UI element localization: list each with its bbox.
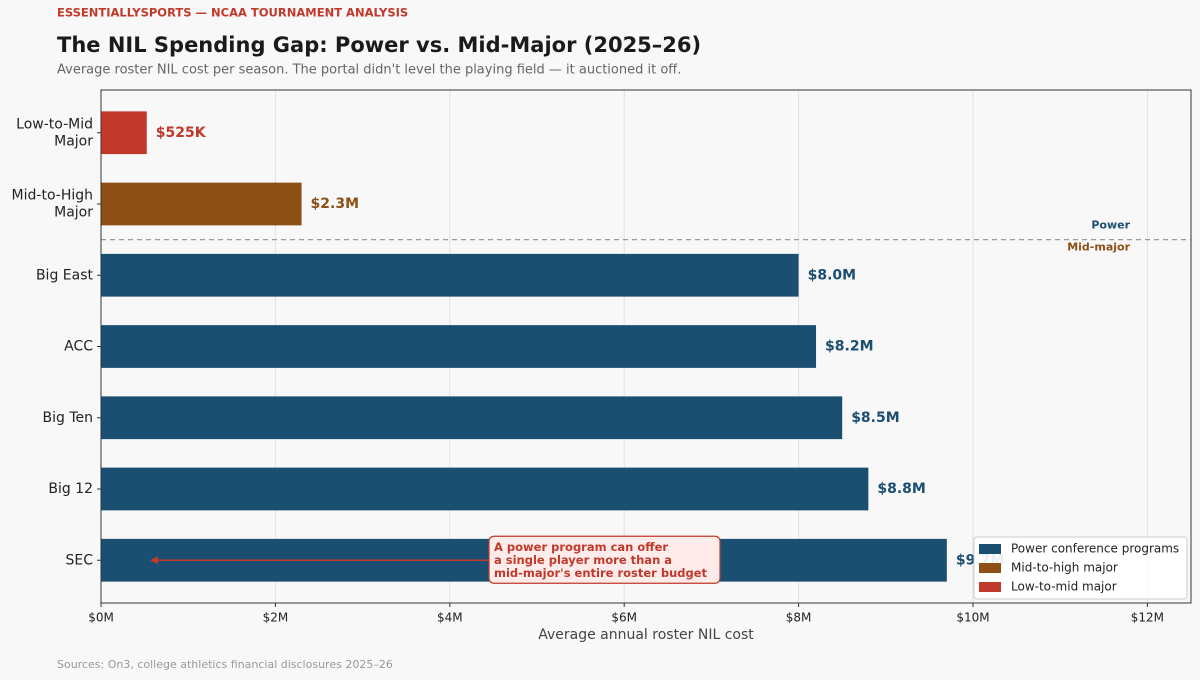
y-tick-label: Big 12	[48, 481, 93, 497]
label-line: SEC	[65, 552, 93, 568]
x-tick-label: $12M	[1131, 611, 1164, 625]
annotation-text: mid-major's entire roster budget	[494, 566, 708, 580]
label-line: Big Ten	[43, 410, 94, 426]
annotation-box	[488, 535, 721, 584]
kicker: ESSENTIALLYSPORTS — NCAA TOURNAMENT ANAL…	[57, 6, 408, 20]
x-tick-label: $4M	[437, 611, 463, 625]
y-tick-label: ACC	[64, 339, 93, 355]
label-line: Big 12	[48, 481, 93, 497]
plot-frame	[100, 89, 1192, 604]
label-line: Low-to-Mid	[16, 116, 93, 132]
x-tick-label: $2M	[263, 611, 289, 625]
value-label: $8.0M	[808, 267, 856, 283]
bar	[101, 111, 147, 155]
label-line: Major	[54, 205, 93, 221]
legend-label: Power conference programs	[1011, 542, 1179, 556]
legend-swatch	[979, 563, 1001, 573]
label-line: Big East	[36, 267, 94, 283]
bar	[101, 396, 843, 440]
legend-swatch	[979, 544, 1001, 554]
bar	[101, 467, 869, 511]
value-label: $8.2M	[825, 339, 873, 355]
x-tick-label: $10M	[956, 611, 989, 625]
source: Sources: On3, college athletics financia…	[57, 658, 393, 671]
chart-title: The NIL Spending Gap: Power vs. Mid-Majo…	[57, 33, 701, 57]
y-tick-label: Low-to-Mid Major	[16, 116, 93, 149]
y-tick-label: Mid-to-High Major	[12, 188, 94, 221]
label-line: Mid-to-High	[12, 188, 93, 204]
divider-label: Power	[1091, 219, 1130, 232]
y-tick-label: Big East	[36, 267, 94, 283]
legend-label: Low-to-mid major	[1011, 580, 1117, 594]
bar	[101, 182, 302, 226]
divider-label: Mid-major	[1067, 241, 1130, 254]
value-label: $8.8M	[877, 481, 925, 497]
arrow-head	[150, 556, 158, 565]
legend-swatch	[979, 582, 1001, 592]
legend-box	[973, 536, 1188, 600]
bar	[101, 325, 817, 368]
value-label: $525K	[156, 125, 207, 141]
x-axis-label: Average annual roster NIL cost	[538, 627, 754, 643]
annotation-text: A power program can offer	[494, 540, 668, 554]
x-tick-label: $6M	[611, 611, 637, 625]
value-label: $2.3M	[311, 196, 359, 212]
annotation-text: a single player more than a	[494, 553, 672, 567]
x-tick-label: $0M	[88, 611, 114, 625]
x-tick-label: $8M	[786, 611, 812, 625]
value-label: $8.5M	[851, 410, 899, 426]
subtitle: Average roster NIL cost per season. The …	[57, 63, 681, 78]
y-tick-label: SEC	[65, 552, 93, 568]
legend-label: Mid-to-high major	[1011, 561, 1118, 575]
label-line: Major	[54, 133, 93, 149]
label-line: ACC	[64, 339, 93, 355]
bar	[101, 253, 799, 297]
y-tick-label: Big Ten	[43, 410, 94, 426]
